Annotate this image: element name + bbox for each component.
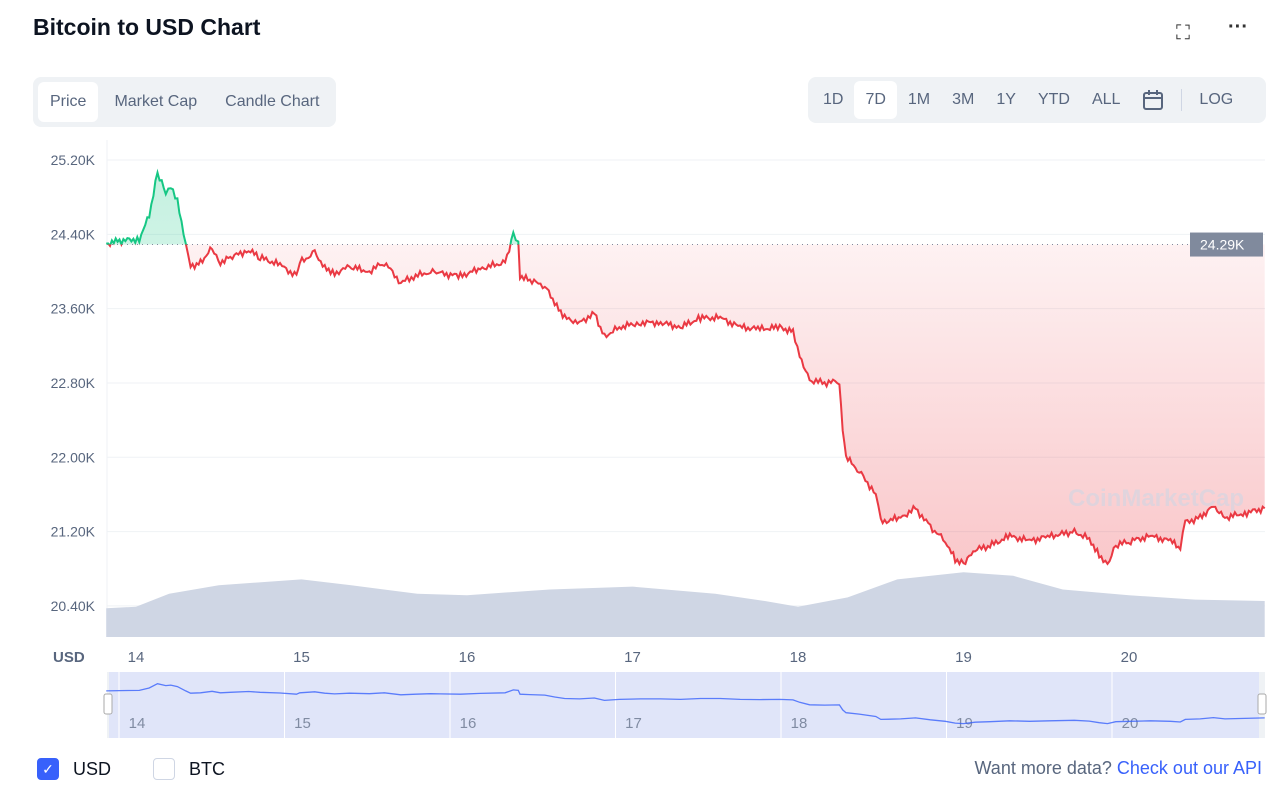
range-7d[interactable]: 7D xyxy=(854,81,897,119)
navigator-tick-label: 16 xyxy=(460,715,477,732)
navigator-tick-label: 20 xyxy=(1122,715,1139,732)
currency-axis-label: USD xyxy=(53,649,85,666)
price-line-down xyxy=(106,244,1266,567)
tab-candle-chart[interactable]: Candle Chart xyxy=(225,93,320,110)
x-tick-label: 14 xyxy=(128,649,145,666)
usd-label: USD xyxy=(73,758,112,779)
more-dots-icon[interactable]: ··· xyxy=(1228,16,1248,38)
current-price-badge xyxy=(1190,232,1263,257)
y-tick-label: 23.60K xyxy=(51,301,96,317)
tab-market-cap[interactable]: Market Cap xyxy=(114,93,198,110)
range-3m[interactable]: 3M xyxy=(952,91,975,108)
navigator-tick-label: 15 xyxy=(294,715,311,732)
page-title: Bitcoin to USD Chart xyxy=(33,14,261,40)
x-tick-label: 18 xyxy=(790,649,807,666)
x-tick-label: 15 xyxy=(293,649,310,666)
checkbox-empty-icon[interactable] xyxy=(153,758,175,780)
btc-checkbox[interactable]: BTC xyxy=(153,758,225,780)
navigator-tick-label: 18 xyxy=(791,715,808,732)
navigator-handle-left[interactable] xyxy=(103,693,113,715)
price-chart[interactable]: CoinMarketCap 25.20K 24.40K 23.60K 22.80K 22… xyxy=(0,0,1280,750)
range-ytd[interactable]: YTD xyxy=(1037,91,1070,108)
y-tick-label: 22.80K xyxy=(51,375,96,391)
calendar-icon[interactable] xyxy=(1131,81,1175,119)
check-icon[interactable]: ✓ xyxy=(37,758,59,780)
y-tick-label: 24.40K xyxy=(51,226,96,242)
expand-icon[interactable]: ⛶ xyxy=(1176,22,1190,44)
api-link[interactable]: Check out our API xyxy=(1116,758,1262,778)
range-all[interactable]: ALL xyxy=(1091,91,1121,108)
y-tick-label: 20.40K xyxy=(51,598,96,614)
x-tick-label: 19 xyxy=(955,649,972,666)
price-fill-below xyxy=(108,244,1265,564)
range-1y[interactable]: 1Y xyxy=(996,91,1016,108)
navigator[interactable]: 14 15 16 17 18 19 20 xyxy=(103,672,1267,738)
watermark: CoinMarketCap xyxy=(1068,485,1244,512)
y-tick-label: 25.20K xyxy=(51,152,96,168)
y-tick-label: 22.00K xyxy=(51,449,96,465)
volume-area xyxy=(106,572,1265,637)
x-tick-label: 17 xyxy=(624,649,641,666)
range-1d[interactable]: 1D xyxy=(823,91,844,108)
chart-type-tabs: Price Market Cap Candle Chart xyxy=(33,77,337,127)
x-tick-label: 16 xyxy=(459,649,476,666)
tab-price[interactable]: Price xyxy=(38,82,99,122)
api-promo: Want more data? Check out our API xyxy=(974,758,1262,779)
time-range-selector: 1D 7D 1M 3M 1Y YTD ALL LOG xyxy=(808,77,1266,123)
navigator-selection[interactable] xyxy=(109,672,1259,738)
y-tick-label: 21.20K xyxy=(51,524,96,540)
divider xyxy=(1181,89,1183,111)
range-1m[interactable]: 1M xyxy=(907,91,931,108)
btc-label: BTC xyxy=(189,758,225,779)
x-tick-label: 20 xyxy=(1121,649,1138,666)
navigator-tick-label: 14 xyxy=(129,715,146,732)
navigator-handle-right[interactable] xyxy=(1257,693,1267,715)
navigator-tick-label: 17 xyxy=(625,715,642,732)
current-price-label: 24.29K xyxy=(1200,237,1245,253)
usd-checkbox[interactable]: ✓ USD xyxy=(37,758,111,780)
api-text: Want more data? xyxy=(974,758,1112,778)
log-toggle[interactable]: LOG xyxy=(1199,91,1234,108)
